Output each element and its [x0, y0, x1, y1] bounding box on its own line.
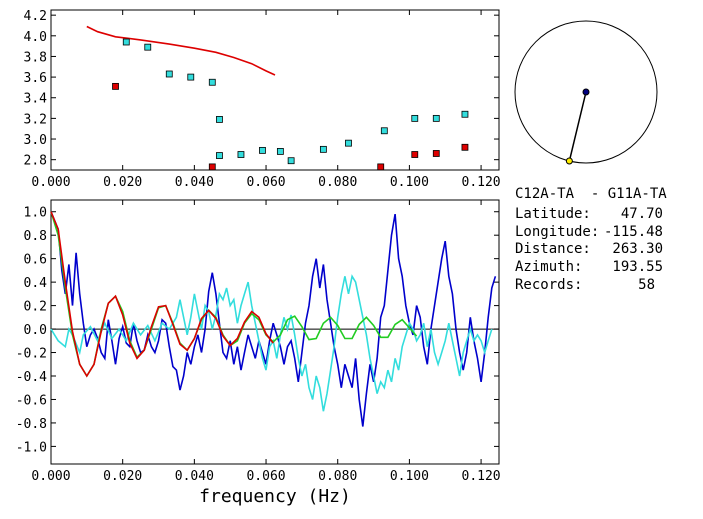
longitude-value: -115.48 [604, 224, 663, 240]
data-point [461, 143, 469, 151]
y-tick-label: 1.0 [24, 206, 47, 221]
y-tick-label: -0.8 [16, 417, 47, 432]
data-point [432, 150, 440, 157]
latitude-value: 47.70 [621, 206, 663, 222]
data-point [122, 38, 130, 46]
data-point [216, 116, 223, 123]
data-point [319, 145, 327, 153]
x-tick-label: 0.000 [31, 469, 70, 484]
correlation-series [50, 211, 497, 427]
y-tick-label: 4.2 [24, 9, 47, 24]
distance-label: Distance: [515, 241, 591, 257]
y-tick-label: -1.0 [16, 440, 47, 455]
records-value: 58 [638, 277, 655, 293]
data-point [276, 148, 284, 155]
correlation-frame [50, 199, 500, 465]
azimuth-compass [514, 20, 658, 165]
y-tick-label: 3.8 [24, 50, 47, 65]
x-tick-label: 0.080 [318, 469, 357, 484]
data-point [432, 114, 440, 122]
series-line-3 [50, 211, 274, 378]
x-tick-label: 0.000 [31, 175, 70, 190]
dispersion-y-ticks: 2.8 3.0 3.2 3.4 3.6 3.8 4.0 4.2 [24, 9, 499, 169]
correlation-panel: 0.000 0.020 0.040 0.060 0.080 0.100 0.120 1.00… [16, 199, 501, 507]
station-info: C12A-TA - G11A-TA Latitude: 47.70 Longit… [515, 186, 667, 293]
y-tick-label: 0.8 [24, 229, 47, 244]
series-line-0 [86, 25, 276, 76]
y-tick-label: 0.0 [24, 323, 47, 338]
records-label: Records: [515, 277, 582, 293]
y-tick-label: 0.6 [24, 253, 47, 268]
data-point [216, 152, 223, 159]
station-pair-title: C12A-TA - G11A-TA [515, 186, 667, 202]
data-point [208, 78, 216, 86]
series-line-0 [50, 211, 497, 427]
longitude-label: Longitude: [515, 224, 599, 240]
azimuth-line [568, 91, 587, 162]
azimuth-value: 193.55 [612, 259, 663, 275]
dispersion-series [86, 25, 469, 171]
y-tick-label: 0.2 [24, 300, 47, 315]
data-point [237, 151, 245, 158]
x-tick-label: 0.080 [318, 175, 357, 190]
y-tick-label: 3.6 [24, 71, 47, 86]
data-point [259, 146, 266, 154]
data-point [287, 157, 295, 165]
y-tick-label: 4.0 [24, 30, 47, 45]
x-tick-label: 0.060 [246, 175, 285, 190]
data-point [112, 82, 119, 90]
azimuth-label: Azimuth: [515, 259, 582, 275]
data-point [461, 110, 469, 118]
y-tick-label: 3.4 [24, 92, 48, 107]
y-tick-label: -0.4 [16, 370, 47, 385]
dispersion-panel: 0.000 0.020 0.040 0.060 0.080 0.100 0.120 2.8 3… [24, 9, 501, 190]
data-point [345, 139, 352, 147]
series-line-1 [50, 274, 493, 412]
data-point [165, 70, 173, 78]
y-tick-label: -0.2 [16, 347, 47, 362]
x-tick-label: 0.100 [390, 175, 429, 190]
x-axis-label: frequency (Hz) [199, 486, 351, 507]
x-tick-label: 0.120 [462, 469, 501, 484]
correlation-x-ticks: 0.000 0.020 0.040 0.060 0.080 0.100 0.120 [31, 200, 501, 484]
y-tick-label: 3.2 [24, 112, 47, 127]
dispersion-frame [50, 9, 500, 171]
x-tick-label: 0.040 [175, 175, 214, 190]
data-point [208, 163, 216, 171]
x-tick-label: 0.120 [462, 175, 501, 190]
x-tick-label: 0.020 [103, 175, 142, 190]
data-point [411, 151, 419, 158]
y-tick-label: 3.0 [24, 133, 47, 148]
correlation-y-ticks: 1.0 0.8 0.6 0.4 0.2 0.0 -0.2 -0.4 -0.6 -0.8 -1.0 [16, 206, 499, 455]
data-point [380, 127, 388, 135]
x-tick-label: 0.020 [103, 469, 142, 484]
data-point [144, 43, 152, 51]
azimuth-end-dot [565, 157, 573, 165]
x-tick-label: 0.100 [390, 469, 429, 484]
dispersion-x-ticks: 0.000 0.020 0.040 0.060 0.080 0.100 0.120 [31, 10, 501, 190]
y-tick-label: 2.8 [24, 154, 47, 169]
data-point [187, 73, 195, 81]
data-point [411, 114, 419, 122]
x-tick-label: 0.060 [246, 469, 285, 484]
compass-circle [514, 20, 658, 164]
station-dot [582, 88, 590, 96]
distance-value: 263.30 [612, 241, 663, 257]
y-tick-label: -0.6 [16, 393, 47, 408]
data-point [377, 163, 385, 171]
y-tick-label: 0.4 [24, 276, 48, 291]
x-tick-label: 0.040 [175, 469, 214, 484]
latitude-label: Latitude: [515, 206, 591, 222]
